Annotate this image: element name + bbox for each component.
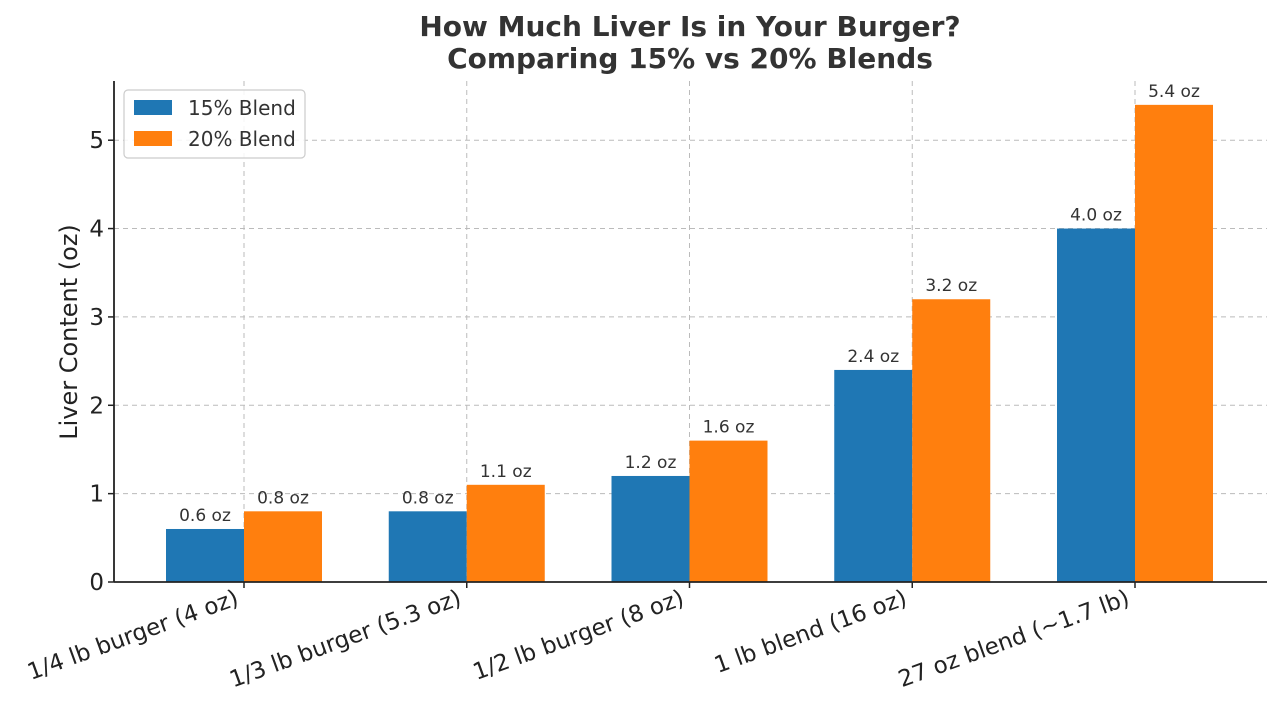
x-tick-label: 1/2 lb burger (8 oz) — [470, 585, 688, 686]
y-ticks: 0 1 2 3 4 5 — [89, 128, 114, 596]
chart-title-line-2: Comparing 15% vs 20% Blends — [447, 42, 933, 75]
y-axis-label: Liver Content (oz) — [55, 224, 83, 440]
bar-20-blend — [689, 440, 768, 582]
chart-title-line-1: How Much Liver Is in Your Burger? — [419, 10, 960, 43]
bar-value-label: 4.0 oz — [1070, 206, 1122, 226]
axes-layer — [113, 81, 1267, 583]
bar-value-label: 0.6 oz — [179, 506, 231, 526]
y-tick-label: 5 — [89, 128, 104, 154]
bar-20-blend — [1135, 104, 1213, 582]
legend-label-15-blend: 15% Blend — [188, 96, 296, 120]
y-tick-label: 3 — [89, 305, 104, 331]
bar-value-label: 1.6 oz — [703, 418, 755, 438]
bar-value-label: 1.2 oz — [625, 453, 677, 473]
bar-value-labels: 0.6 oz 0.8 oz 1.2 oz 2.4 oz 4.0 oz 0.8 oz 1.1 … — [179, 82, 1200, 526]
x-tick-label: 27 oz blend (~1.7 lb) — [895, 585, 1133, 693]
bar-20-blend — [244, 511, 322, 582]
bar-20-blend — [466, 484, 545, 582]
legend-swatch-20-blend — [134, 131, 172, 146]
x-tick-label: 1/3 lb burger (5.3 oz) — [226, 585, 465, 693]
bar-15-blend — [1057, 228, 1135, 582]
x-tick-label: 1/4 lb burger (4 oz) — [24, 585, 242, 686]
legend: 15% Blend 20% Blend — [123, 89, 306, 159]
bar-15-blend — [166, 528, 244, 582]
bar-value-label: 0.8 oz — [257, 488, 309, 508]
y-tick-label: 0 — [89, 570, 104, 596]
y-tick-label: 2 — [89, 393, 104, 419]
legend-label-20-blend: 20% Blend — [188, 127, 296, 151]
bar-value-label: 5.4 oz — [1148, 82, 1200, 102]
y-tick-label: 1 — [89, 482, 104, 508]
bar-value-label: 3.2 oz — [925, 276, 977, 296]
bar-15-blend — [388, 511, 467, 582]
bar-15-blend — [834, 369, 913, 582]
bar-value-label: 2.4 oz — [847, 347, 899, 367]
y-tick-label: 4 — [89, 217, 104, 243]
bar-15-blend — [611, 475, 690, 582]
bar-20-blend — [912, 299, 991, 582]
legend-swatch-15-blend — [134, 100, 172, 115]
bars-layer — [166, 104, 1213, 582]
bar-value-label: 0.8 oz — [402, 488, 454, 508]
bar-value-label: 1.1 oz — [480, 462, 532, 482]
x-tick-label: 1 lb blend (16 oz) — [711, 585, 910, 679]
x-ticks: 1/4 lb burger (4 oz)1/3 lb burger (5.3 o… — [24, 582, 1136, 693]
